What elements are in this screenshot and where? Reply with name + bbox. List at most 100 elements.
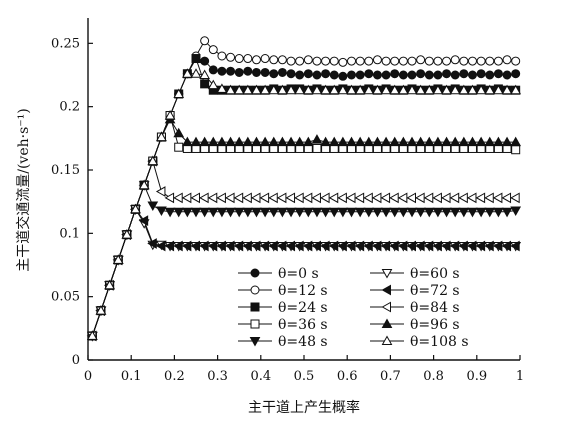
series-0-point-24 (295, 70, 305, 80)
y-tick-label-2: 0.1 (59, 226, 80, 241)
series-1-point-48 (502, 55, 512, 65)
series-8-point-45 (475, 136, 487, 147)
series-1-point-30 (347, 56, 357, 66)
series-4-point-30 (346, 207, 357, 218)
series-1-point-45 (476, 56, 486, 66)
series-0-point-32 (364, 69, 374, 79)
series-0-point-34 (381, 70, 391, 80)
series-8-point-42 (449, 136, 461, 147)
series-1-point-29 (338, 57, 348, 67)
series-4-point-8 (156, 206, 167, 217)
series-4-point-21 (268, 207, 280, 218)
series-0-point-37 (407, 70, 417, 80)
series-7-point-28 (328, 192, 339, 204)
series-0-point-21 (269, 69, 279, 79)
series-8-point-47 (493, 136, 504, 147)
series-4-point-41 (441, 207, 452, 218)
series-4-point-28 (328, 207, 340, 218)
series-8-point-22 (277, 136, 288, 147)
series-9-point-6 (138, 179, 150, 190)
series-4-point-24 (294, 207, 306, 218)
series-4-point-10 (173, 207, 185, 218)
series-9-point-46 (484, 84, 496, 95)
legend-item-1: θ=12 s (238, 283, 328, 299)
series-0-point-29 (338, 71, 348, 81)
series-0-point-17 (234, 67, 244, 77)
series-8-point-20 (259, 136, 271, 147)
series-0-point-33 (372, 70, 382, 80)
series-1-point-41 (442, 56, 452, 66)
series-9-point-7 (147, 155, 159, 166)
series-1-point-20 (260, 54, 270, 64)
x-tick-label-3: 0.3 (207, 369, 228, 384)
series-9 (86, 68, 522, 340)
series-4-point-46 (484, 207, 496, 218)
series-9-point-20 (259, 84, 271, 95)
series-9-point-39 (423, 84, 435, 95)
series-4-point-39 (423, 207, 435, 218)
legend-label-4: θ=48 s (278, 334, 328, 350)
series-0-point-39 (424, 70, 434, 80)
x-tick-label-4: 0.4 (250, 369, 271, 384)
series-4-point-49 (510, 206, 522, 217)
series-7-point-30 (346, 192, 356, 204)
series-4-point-25 (302, 207, 314, 218)
y-tick-label-0: 0 (72, 353, 80, 368)
series-1-point-37 (407, 56, 417, 66)
series-7-point-49 (510, 192, 520, 204)
series-9-point-49 (510, 84, 522, 95)
series-3-point-26 (312, 143, 322, 153)
series-1-point-22 (277, 55, 287, 65)
series-8-point-36 (398, 136, 409, 147)
series-4-point-35 (389, 207, 401, 218)
series-7-point-44 (466, 192, 477, 204)
series-1-point-36 (398, 56, 408, 66)
series-6-point-6 (138, 215, 149, 227)
series-9-point-0 (86, 330, 98, 340)
series-1-point-17 (234, 54, 244, 64)
series-1-point-21 (269, 55, 279, 65)
series-8-point-15 (216, 136, 228, 147)
series-4-point-23 (285, 207, 297, 218)
series-7-point-8 (155, 186, 166, 197)
x-tick-label-1: 0.1 (121, 369, 142, 384)
series-0-point-41 (442, 69, 452, 79)
series-4-point-7 (147, 201, 159, 211)
series-9-point-48 (501, 84, 513, 95)
series-1-point-25 (303, 55, 313, 65)
legend-item-8: θ=96 s (370, 317, 460, 333)
series-4-point-47 (493, 207, 504, 218)
series-1-point-33 (372, 55, 382, 65)
series-8-point-17 (233, 136, 245, 147)
series-7-point-26 (311, 192, 321, 204)
series-9-point-27 (320, 84, 331, 95)
legend-item-7: θ=84 s (370, 300, 460, 316)
series-7-point-32 (363, 192, 373, 204)
series-6-point-7 (147, 238, 157, 249)
legend-item-9: θ=108 s (370, 334, 469, 350)
series-7-point-37 (406, 192, 416, 204)
legend-marker-6 (381, 284, 391, 296)
series-8-point-31 (354, 136, 366, 147)
series-4-point-48 (501, 207, 513, 218)
series-layer (86, 36, 522, 342)
series-0-point-31 (355, 70, 365, 80)
series-7-point-47 (492, 192, 503, 204)
legend-label-3: θ=36 s (278, 317, 328, 333)
series-7-point-48 (501, 192, 512, 204)
series-9-point-11 (182, 68, 193, 78)
series-9-point-28 (328, 84, 340, 95)
series-8-point-39 (423, 136, 435, 147)
series-4-point-17 (233, 207, 245, 218)
series-0-point-30 (347, 70, 357, 80)
series-0-point-16 (226, 66, 236, 76)
series-1-point-15 (217, 51, 227, 61)
series-2-point-13 (200, 79, 210, 89)
series-2-point-12 (191, 54, 201, 64)
series-0-point-18 (243, 66, 253, 76)
legend-marker-5 (381, 269, 393, 279)
series-1-point-43 (459, 56, 469, 66)
series-0-point-27 (321, 69, 331, 79)
series-8-point-21 (268, 136, 280, 147)
